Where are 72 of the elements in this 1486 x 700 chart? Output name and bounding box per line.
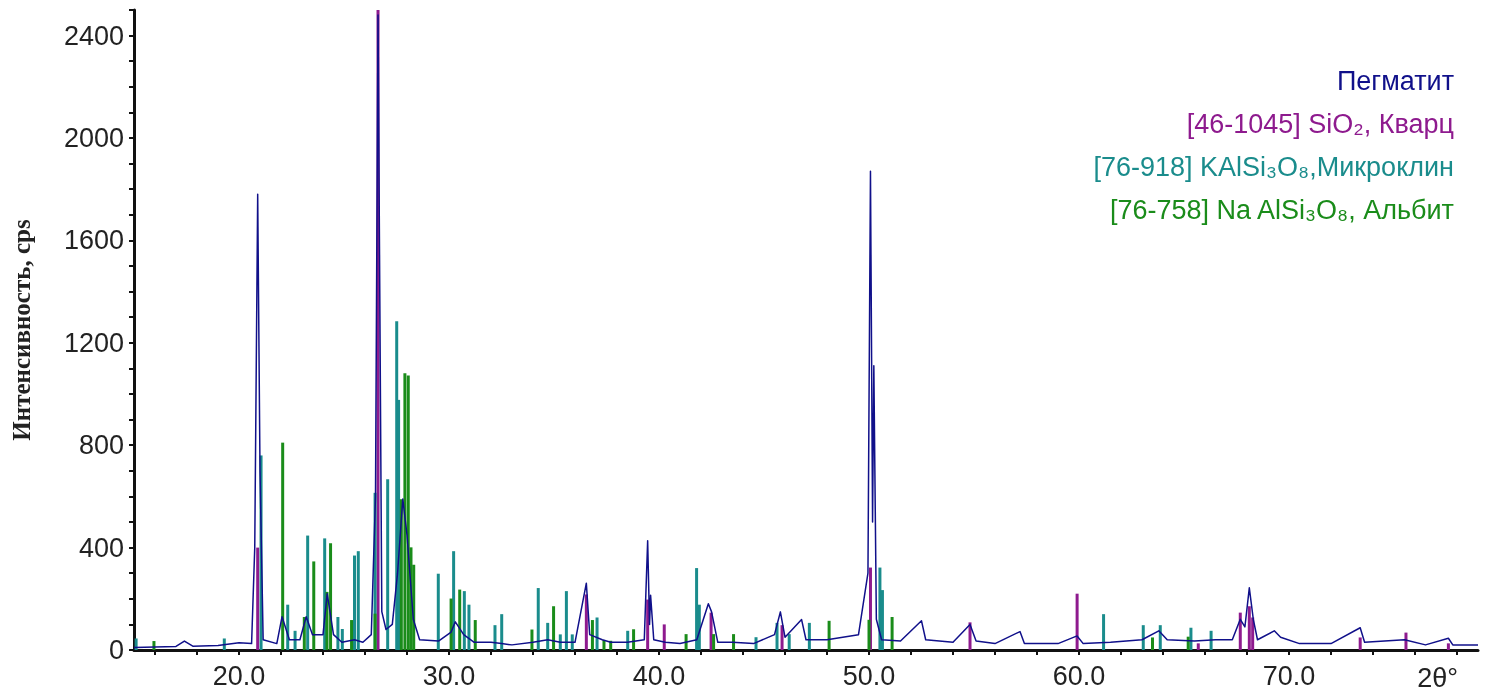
- bar: [222, 638, 226, 650]
- x-tick-label: 70.0: [1262, 660, 1316, 691]
- y-tick-label: 800: [78, 430, 124, 461]
- bar: [312, 561, 316, 650]
- bar: [493, 625, 497, 650]
- text: [76-918] KAlSi₃O₈,Микроклин: [1093, 151, 1454, 182]
- text: Пегматит: [1336, 65, 1454, 96]
- bar: [807, 622, 811, 650]
- bar: [878, 567, 882, 650]
- bar: [1141, 625, 1145, 650]
- bar: [356, 551, 360, 650]
- y-tick-label: 400: [78, 532, 124, 563]
- bar: [787, 634, 791, 650]
- bar: [1196, 643, 1200, 650]
- bar: [712, 634, 716, 650]
- text: [46-1045] SiO₂, Кварц: [1186, 108, 1454, 139]
- x-tick-label: 40.0: [632, 660, 686, 691]
- bar: [373, 613, 377, 650]
- bar: [1446, 643, 1450, 650]
- bar: [134, 638, 138, 650]
- bar: [827, 620, 831, 650]
- bar: [890, 616, 894, 650]
- x-tick-label: 30.0: [422, 660, 476, 691]
- bar: [449, 598, 453, 650]
- bar: [329, 543, 333, 650]
- bar: [732, 634, 736, 650]
- bar: [546, 622, 550, 650]
- bar: [646, 599, 650, 650]
- x-axis-title: 2θ°: [1417, 662, 1458, 693]
- bar: [256, 547, 260, 650]
- bar: [626, 630, 630, 650]
- bar: [1358, 637, 1362, 650]
- bar: [536, 588, 540, 650]
- bar: [350, 620, 354, 650]
- x-tick-label: 50.0: [842, 660, 896, 691]
- x-tick-label: 20.0: [212, 660, 266, 691]
- bar: [458, 589, 462, 650]
- bar: [552, 606, 556, 650]
- bar: [462, 591, 466, 650]
- bar: [632, 629, 636, 650]
- bar: [867, 619, 871, 650]
- x-tick-label: 60.0: [1052, 660, 1106, 691]
- bar: [570, 634, 574, 650]
- bar: [306, 535, 310, 650]
- bar: [353, 555, 356, 650]
- bar: [340, 629, 344, 650]
- y-tick-label: 1600: [63, 225, 124, 256]
- bar: [473, 620, 477, 650]
- y-tick-label: 2000: [63, 123, 124, 153]
- bar: [564, 591, 568, 650]
- bar: [595, 617, 599, 650]
- bar: [530, 629, 534, 650]
- bar: [1238, 612, 1242, 650]
- bar: [336, 616, 340, 650]
- bar: [500, 614, 504, 650]
- bar: [281, 442, 285, 650]
- y-tick-label: 0: [108, 635, 124, 665]
- bar: [1102, 614, 1106, 650]
- bar: [1075, 593, 1079, 650]
- bar: [558, 634, 562, 650]
- y-tick-label: 1200: [63, 327, 124, 358]
- bar: [590, 620, 594, 650]
- bar: [436, 573, 440, 650]
- bar: [386, 479, 390, 650]
- bar: [662, 624, 666, 650]
- bar: [1158, 625, 1162, 650]
- text: [76-758] Na AlSi₃O₈, Альбит: [1109, 194, 1454, 225]
- bar: [695, 568, 699, 650]
- bar: [1151, 637, 1154, 650]
- bar: [1247, 606, 1251, 650]
- y-axis-title: Интенсивность, cps: [8, 219, 35, 441]
- y-tick-label: 2400: [63, 20, 124, 51]
